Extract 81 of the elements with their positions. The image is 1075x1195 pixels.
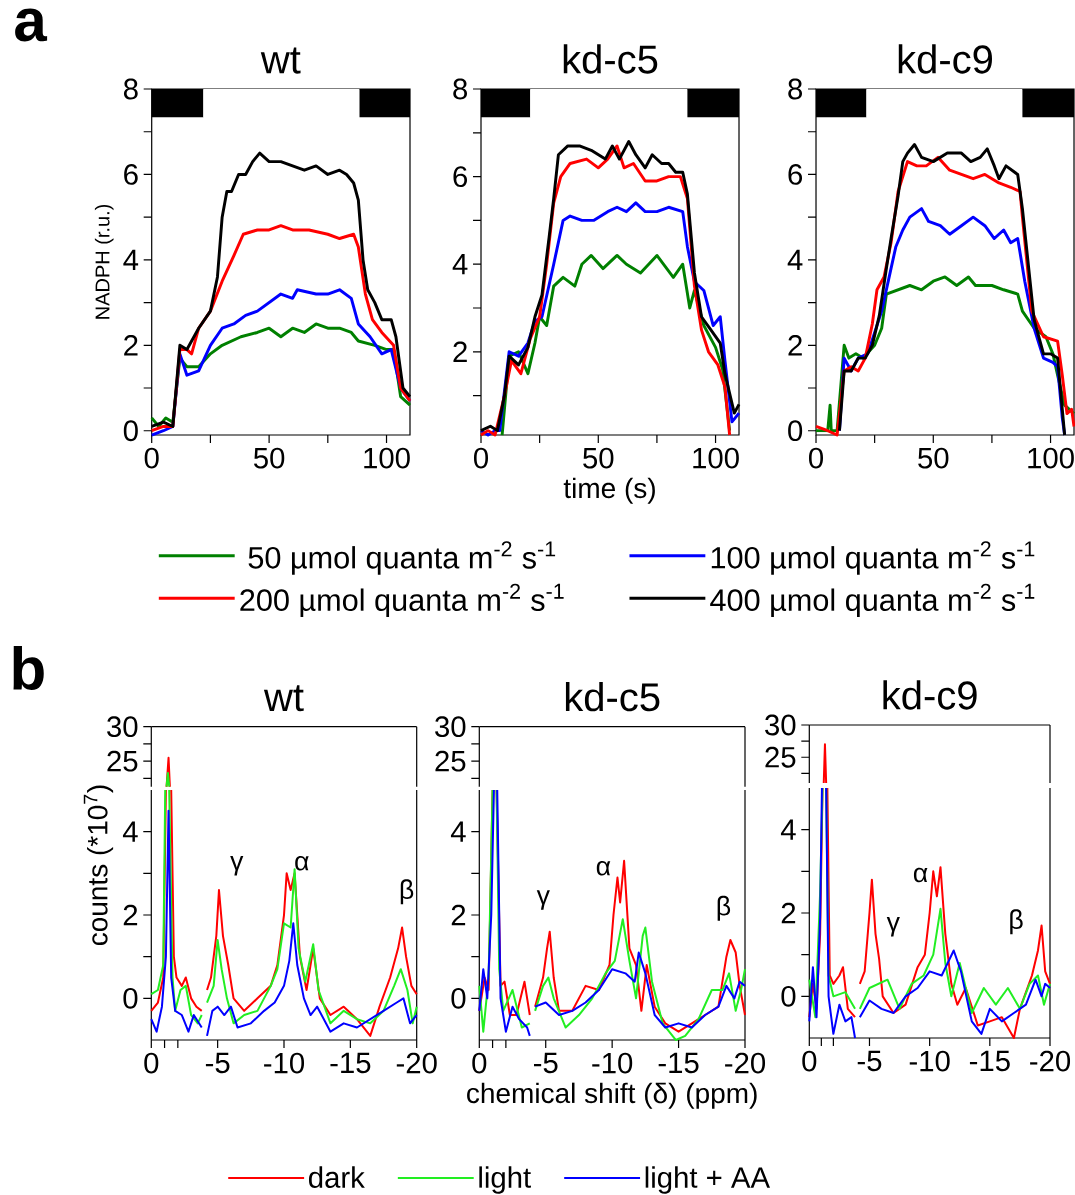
annotation: γ [536, 890, 550, 910]
x-tick-label: 100 [364, 447, 410, 469]
x-tick-label: -5 [857, 1050, 882, 1072]
y-tick-label: 0 [788, 420, 803, 442]
x-tick-label: -20 [725, 1052, 766, 1074]
annotation: α [596, 860, 611, 876]
x-axis-title: chemical shift (δ) (ppm) [467, 1082, 757, 1109]
y-tick-label: 6 [124, 164, 138, 185]
y-tick-label: 4 [123, 249, 139, 270]
y-tick-label: 4 [452, 254, 468, 275]
y-tick-label: 2 [453, 341, 467, 363]
text: b [13, 645, 44, 691]
annotation: α [295, 855, 309, 871]
y-tick-label: 30 [765, 714, 796, 736]
x-tick-label: 50 [583, 447, 614, 469]
annotation: γ [886, 916, 900, 937]
x-tick-label: 100 [1028, 447, 1074, 469]
text: a [15, 8, 48, 42]
y-tick-label: 4 [450, 821, 466, 842]
x-tick-label: 0 [474, 447, 489, 469]
annotation: β [717, 895, 731, 921]
y-tick-label: 2 [781, 902, 796, 924]
x-tick-label: -15 [330, 1052, 371, 1074]
chart-title: kd-c5 [565, 681, 660, 712]
y-tick-label: 30 [107, 716, 138, 738]
legend-label: 400 µmol quanta m$^{-2}$ s$^{-1}$ [710, 583, 1035, 618]
y-tick-label: 0 [123, 420, 138, 442]
annotation: β [1010, 909, 1023, 935]
annotation: α [913, 867, 928, 883]
y-tick-label: 2 [788, 335, 802, 356]
x-tick-label: 0 [472, 1052, 487, 1074]
y-tick-label: 4 [780, 819, 796, 840]
y-tick-label: 0 [123, 987, 138, 1009]
y-tick-label: 2 [124, 335, 138, 356]
y-tick-label: 8 [453, 78, 468, 100]
chart-title: wt [260, 47, 301, 74]
x-tick-label: -15 [658, 1052, 699, 1074]
x-tick-label: -10 [909, 1050, 950, 1072]
y-axis-title: counts (*10$^{7}$) [83, 785, 114, 946]
x-axis-title: time (s) [563, 477, 655, 504]
y-tick-label: 4 [122, 821, 138, 842]
x-tick-label: -5 [533, 1052, 558, 1074]
legend-label: light + AA [645, 1166, 771, 1194]
y-tick-label: 2 [451, 904, 466, 926]
x-tick-label: 0 [802, 1050, 817, 1072]
x-tick-label: 50 [253, 447, 285, 469]
y-tick-label: 8 [123, 78, 138, 100]
chart-title: kd-c5 [563, 44, 658, 74]
x-tick-label: 0 [809, 447, 824, 469]
x-tick-label: -10 [264, 1052, 305, 1074]
x-tick-label: -15 [969, 1050, 1010, 1072]
x-tick-label: 50 [918, 447, 949, 469]
y-tick-label: 8 [788, 78, 803, 100]
y-tick-label: 0 [781, 985, 796, 1007]
y-tick-label: 4 [787, 249, 803, 270]
chart-title: wt [263, 685, 304, 712]
chart-title: kd-c9 [883, 680, 977, 710]
x-tick-label: 0 [144, 1052, 159, 1074]
legend-label: 100 µmol quanta m$^{-2}$ s$^{-1}$ [711, 541, 1035, 575]
y-tick-label: 6 [788, 164, 803, 185]
x-tick-label: -5 [205, 1052, 230, 1074]
y-tick-label: 25 [765, 746, 796, 768]
x-tick-label: 100 [693, 447, 739, 469]
chart-title: kd-c9 [898, 44, 993, 74]
x-tick-label: -10 [592, 1052, 633, 1074]
y-tick-label: 25 [435, 750, 466, 772]
legend-label: dark [309, 1166, 365, 1188]
x-tick-label: 0 [144, 447, 159, 469]
y-tick-label: 30 [435, 716, 466, 738]
annotation: γ [230, 855, 244, 876]
x-tick-label: -20 [1030, 1050, 1071, 1072]
y-axis-title: NADPH (r.u.) [94, 204, 114, 319]
x-tick-label: -20 [396, 1052, 437, 1074]
y-tick-label: 2 [123, 904, 138, 926]
y-tick-label: 6 [453, 166, 468, 187]
annotation: β [400, 879, 414, 905]
y-tick-label: 0 [451, 987, 466, 1009]
legend-label: 200 µmol quanta m$^{-2}$ s$^{-1}$ [240, 583, 564, 618]
legend-label: light [479, 1166, 531, 1194]
legend-label: 50 µmol quanta m$^{-2}$ s$^{-1}$ [248, 541, 556, 575]
y-tick-label: 25 [107, 750, 138, 772]
